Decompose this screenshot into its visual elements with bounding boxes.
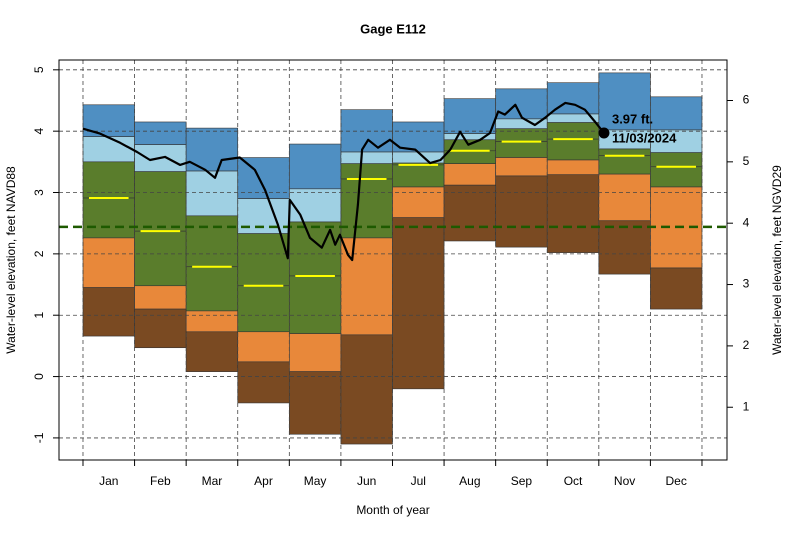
percentile-band (650, 267, 703, 310)
percentile-band (289, 371, 342, 435)
x-tick-label: Jul (411, 474, 426, 488)
y2-axis-label: Water-level elevation, feet NGVD29 (770, 165, 784, 355)
percentile-band (185, 266, 239, 312)
percentile-band (495, 157, 548, 177)
percentile-band (546, 159, 600, 176)
percentile-band (289, 221, 342, 277)
percentile-band (134, 171, 187, 232)
percentile-band (392, 186, 445, 218)
percentile-band (443, 163, 496, 186)
y2-tick-label: 5 (743, 154, 750, 168)
x-tick-label: Apr (254, 474, 273, 488)
x-tick-label: Nov (614, 474, 635, 488)
x-tick-label: Oct (564, 474, 583, 488)
y-tick-label: 2 (32, 250, 46, 257)
x-axis-label: Month of year (356, 503, 429, 517)
percentile-band (495, 175, 548, 248)
percentile-band (134, 230, 187, 287)
x-tick-label: Sep (511, 474, 533, 488)
percentile-band (392, 164, 445, 188)
percentile-band (598, 220, 651, 275)
y-tick-label: 4 (32, 128, 46, 135)
percentile-band (82, 136, 135, 163)
percentile-band (340, 334, 393, 445)
x-tick-label: Jan (99, 474, 118, 488)
percentile-band (443, 150, 496, 164)
percentile-band (598, 148, 651, 157)
y-tick-label: 0 (32, 373, 46, 380)
percentile-band (289, 143, 342, 190)
percentile-band (237, 233, 290, 287)
x-tick-label: Mar (202, 474, 223, 488)
percentile-band (237, 331, 290, 363)
chart-title: Gage E112 (360, 21, 426, 36)
percentile-band (598, 173, 651, 222)
y-tick-label: 5 (32, 66, 46, 73)
water-level-line (82, 101, 605, 262)
y2-tick-label: 6 (743, 93, 750, 107)
percentile-band (650, 166, 703, 188)
percentile-band (82, 197, 135, 239)
latest-point (598, 127, 610, 139)
percentile-band (82, 161, 135, 199)
x-tick-label: May (304, 474, 327, 488)
y2-tick-label: 4 (743, 215, 750, 229)
percentile-band (289, 333, 342, 372)
percentile-band (289, 188, 342, 223)
percentile-band (185, 215, 239, 268)
percentile-band (340, 163, 393, 180)
percentile-band (546, 138, 600, 161)
percentile-band (598, 72, 651, 131)
latest-value-label: 3.97 ft. (612, 111, 653, 126)
percentile-band (185, 331, 239, 372)
percentile-band (134, 285, 187, 310)
x-tick-label: Feb (150, 474, 171, 488)
percentile-band (546, 174, 600, 253)
percentile-band (495, 118, 548, 130)
y-tick-label: -1 (32, 432, 46, 443)
percentile-band (185, 170, 239, 217)
percentile-band (237, 361, 290, 404)
percentile-band (650, 96, 703, 131)
percentile-band (289, 275, 342, 334)
y-tick-label: 3 (32, 189, 46, 196)
percentile-band (185, 310, 239, 333)
percentile-band (443, 98, 496, 134)
latest-date-label: 11/03/2024 (612, 130, 677, 145)
percentile-band (82, 287, 135, 337)
percentile-band (650, 152, 703, 168)
percentile-band (495, 128, 548, 142)
percentile-band (340, 178, 393, 239)
percentile-band (134, 121, 187, 145)
y-tick-label: 1 (32, 312, 46, 319)
percentile-band (82, 237, 135, 288)
percentile-band (598, 155, 651, 175)
percentile-band (340, 237, 393, 336)
percentile-band (495, 141, 548, 158)
plot-frame (58, 59, 728, 461)
percentile-band (443, 184, 496, 242)
percentile-band (237, 198, 290, 234)
x-tick-label: Jun (357, 474, 376, 488)
percentile-band (392, 217, 445, 390)
x-tick-label: Aug (459, 474, 480, 488)
y2-tick-label: 1 (743, 399, 750, 413)
x-tick-label: Dec (666, 474, 687, 488)
percentile-band (340, 151, 393, 164)
y2-tick-label: 2 (743, 338, 750, 352)
y2-tick-label: 3 (743, 277, 750, 291)
percentile-band (237, 285, 290, 333)
percentile-band (237, 157, 290, 199)
y-axis-label: Water-level elevation, feet NAVD88 (4, 166, 18, 354)
